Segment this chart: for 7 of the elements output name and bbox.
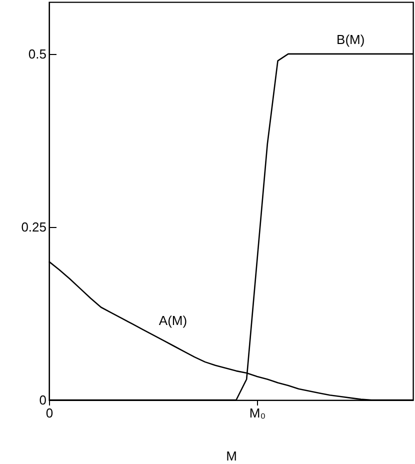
y-tick-label: 0 (39, 392, 46, 408)
series-label: B(M) (336, 32, 365, 47)
series-label: A(M) (158, 312, 188, 328)
x-tick-label: M₀ (249, 406, 266, 420)
y-tick-label: 0.5 (28, 46, 46, 62)
y-tick-label: 0.25 (21, 219, 46, 234)
x-axis-title: M (226, 448, 237, 464)
